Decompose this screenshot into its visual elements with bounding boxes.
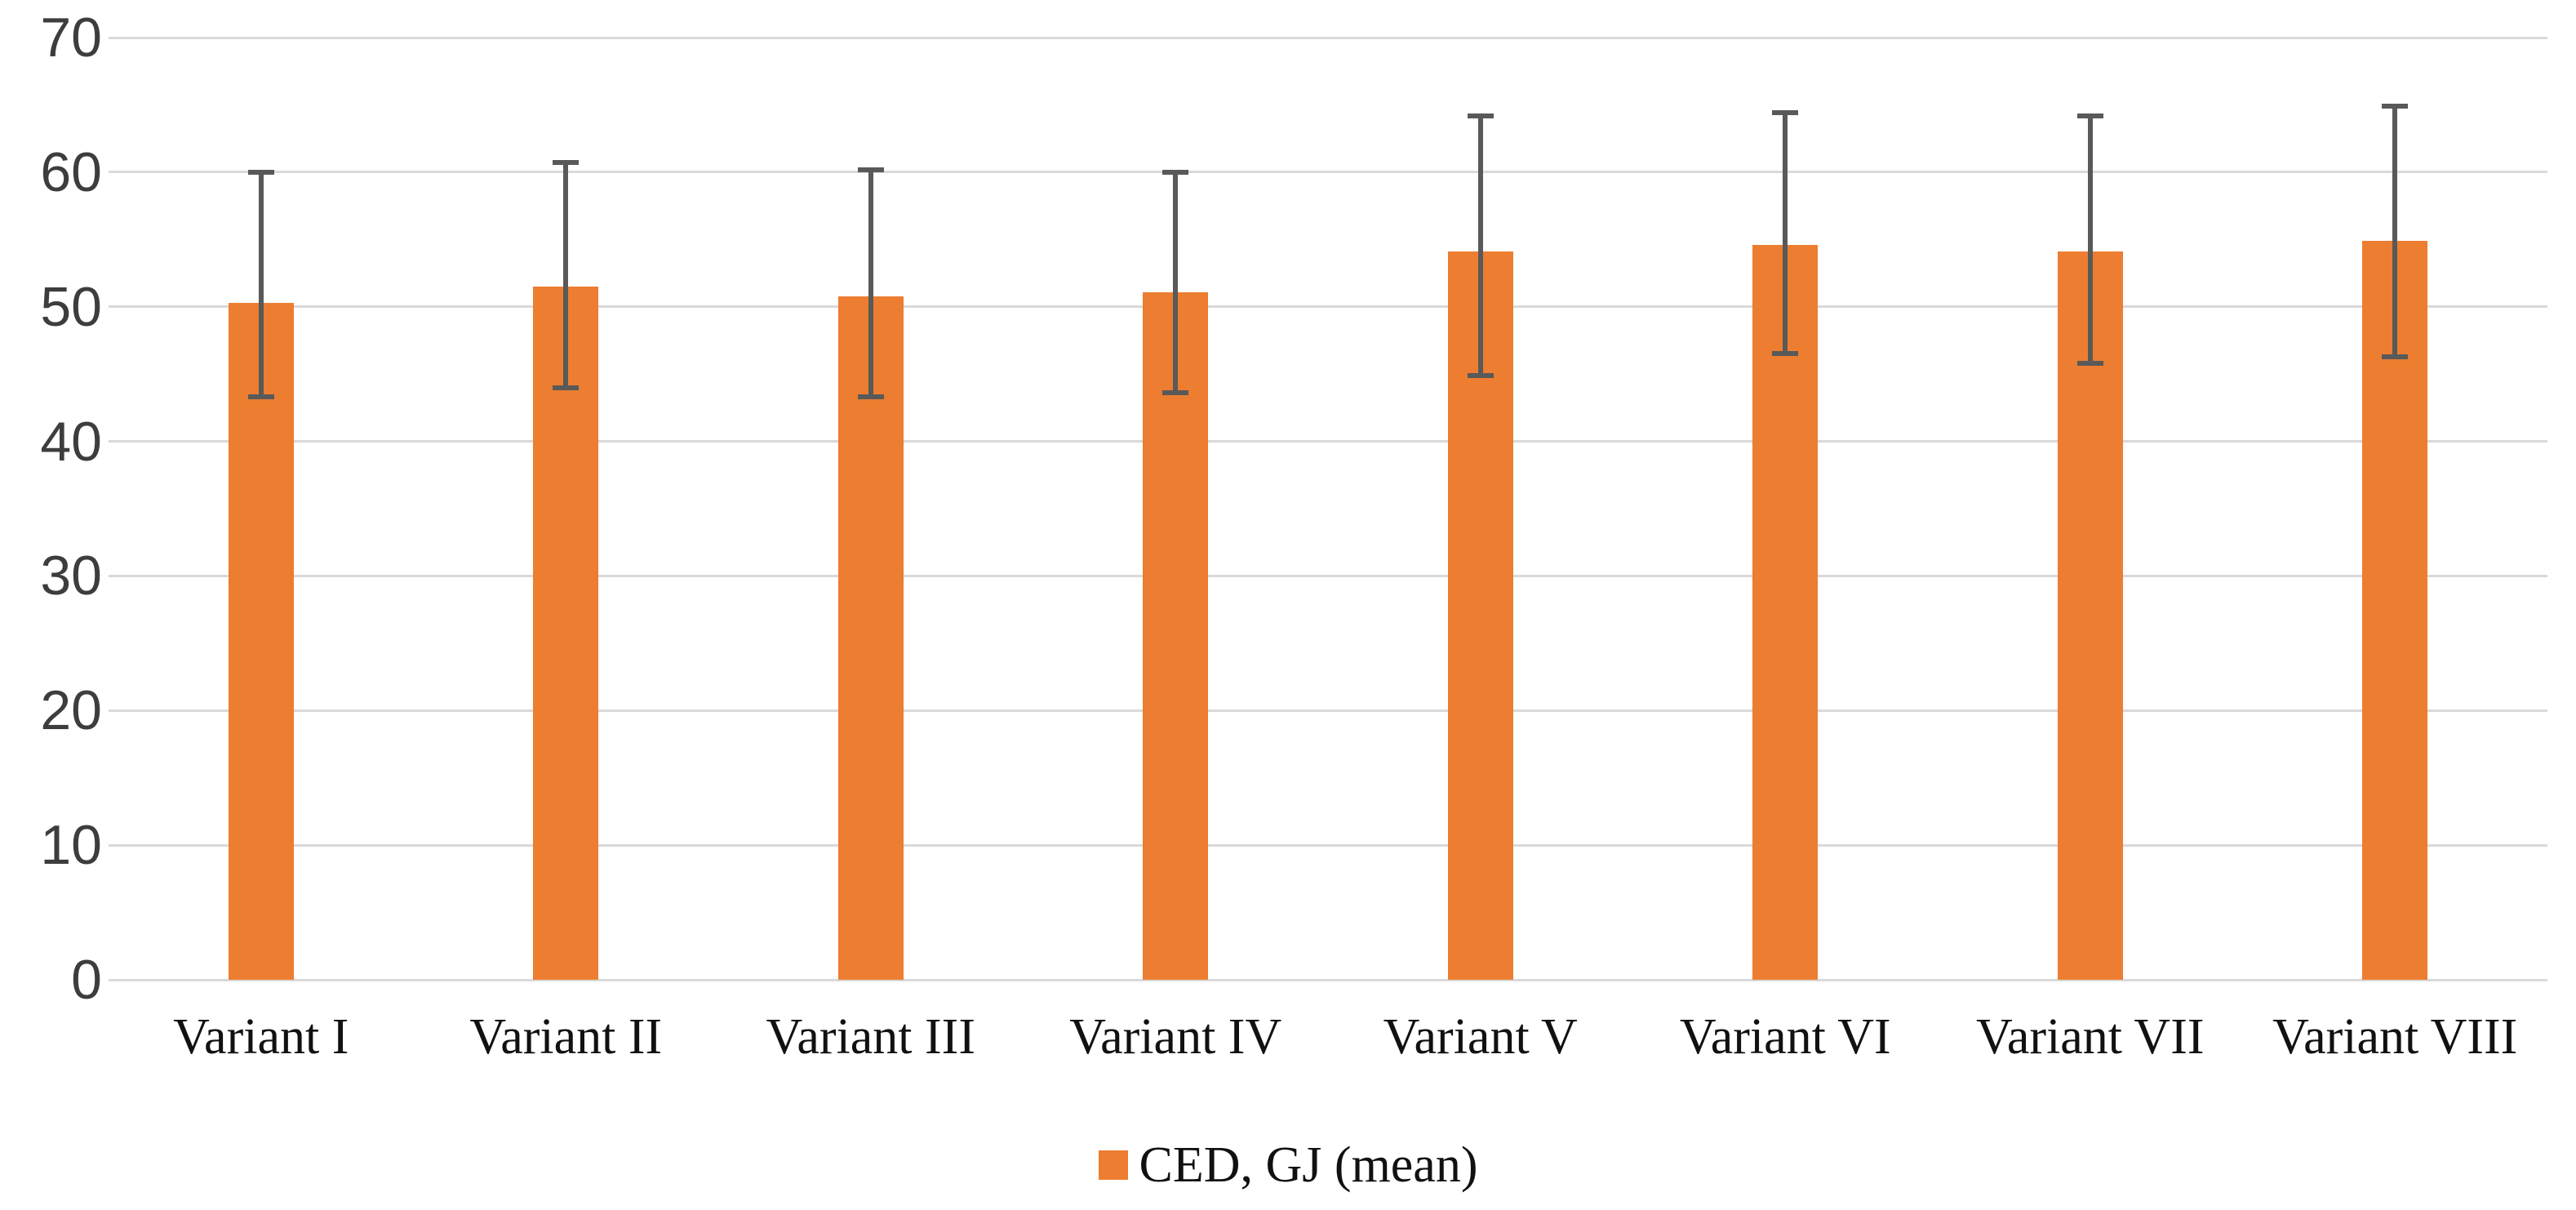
y-axis-tick-label: 60 <box>40 140 102 203</box>
legend: CED, GJ (mean) <box>0 1137 2576 1194</box>
error-bar-cap <box>1772 110 1799 116</box>
legend-swatch-icon <box>1098 1150 1128 1180</box>
error-bar-stem <box>2087 115 2093 363</box>
gridline <box>109 574 2547 577</box>
x-axis-category-label: Variant VI <box>1679 1009 1891 1065</box>
error-bar-stem <box>2392 106 2398 357</box>
error-bar-cap <box>1162 169 1189 175</box>
gridline <box>109 440 2547 443</box>
y-axis-tick-label: 40 <box>40 410 102 473</box>
x-axis-category-label: Variant VII <box>1976 1009 2205 1065</box>
error-bar-cap <box>553 160 580 166</box>
error-bar-stem <box>1783 113 1788 354</box>
error-bar-stem <box>1477 115 1483 376</box>
y-axis-tick-label: 10 <box>40 814 102 877</box>
error-bar-cap <box>1467 113 1494 118</box>
legend-label: CED, GJ (mean) <box>1139 1137 1478 1193</box>
bar-variant-vii <box>2057 251 2123 980</box>
bar-variant-iii <box>837 296 904 980</box>
y-axis-tick-label: 70 <box>40 7 102 69</box>
error-bar-cap <box>2382 104 2409 109</box>
x-axis-category-label: Variant I <box>173 1009 349 1065</box>
x-axis-category-label: Variant III <box>766 1009 975 1065</box>
y-axis-tick-label: 0 <box>71 949 102 1011</box>
error-bar-cap <box>857 394 884 400</box>
error-bar-stem <box>868 169 873 398</box>
gridline <box>109 843 2547 847</box>
error-bar-cap <box>2382 354 2409 359</box>
bar-variant-iv <box>1143 291 1209 980</box>
plot-area <box>109 36 2547 981</box>
x-axis-category-label: Variant IV <box>1069 1009 1282 1065</box>
error-bar-cap <box>857 167 884 172</box>
gridline <box>109 305 2547 309</box>
bar-variant-vi <box>1752 244 1819 980</box>
y-axis-tick-label: 20 <box>40 679 102 742</box>
x-axis-category-label: Variant VIII <box>2272 1009 2518 1065</box>
error-bar-cap <box>1162 390 1189 396</box>
gridline <box>109 36 2547 39</box>
error-bar-cap <box>2076 113 2103 118</box>
error-bar-stem <box>258 171 264 398</box>
bar-variant-ii <box>533 287 599 980</box>
x-axis-category-label: Variant II <box>469 1009 663 1065</box>
error-bar-cap <box>247 169 274 175</box>
error-bar-cap <box>553 385 580 390</box>
bar-variant-i <box>228 302 294 980</box>
bar-variant-viii <box>2362 240 2428 980</box>
x-axis-category-label: Variant V <box>1383 1009 1578 1065</box>
error-bar-cap <box>1467 372 1494 378</box>
y-axis-tick-label: 30 <box>40 545 102 607</box>
error-bar-stem <box>1173 171 1179 394</box>
gridline <box>109 709 2547 712</box>
error-bar-cap <box>247 394 274 400</box>
y-axis-tick-label: 50 <box>40 275 102 338</box>
gridline <box>109 978 2547 981</box>
error-bar-cap <box>2076 360 2103 366</box>
error-bar-cap <box>1772 351 1799 357</box>
error-bar-stem <box>563 162 569 388</box>
gridline <box>109 171 2547 174</box>
